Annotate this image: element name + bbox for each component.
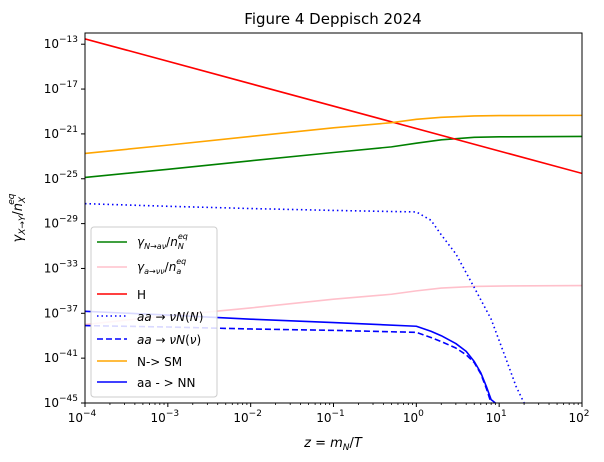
x-tick-label-0: 10−4 <box>68 409 97 425</box>
x-tick-label-2: 10−2 <box>233 409 262 425</box>
series-line-5 <box>85 114 582 155</box>
y-tick-label-4: 10−29 <box>44 215 79 231</box>
y-tick-label-0: 10−13 <box>44 35 78 51</box>
y-tick-label-6: 10−37 <box>44 304 78 320</box>
x-tick-label-4: 100 <box>403 409 424 425</box>
y-tick-label-2: 10−21 <box>44 125 78 141</box>
chart-title: Figure 4 Deppisch 2024 <box>244 10 421 28</box>
legend-label-1: γa→νν/naeq <box>137 257 186 276</box>
legend-label-2: H <box>137 288 146 302</box>
svg-text:aa → νN(N): aa → νN(N) <box>137 310 203 324</box>
legend-label-0: γN→aν/nNeq <box>137 232 188 251</box>
x-tick-label-3: 10−1 <box>316 409 345 425</box>
legend-label-5: N-> SM <box>137 355 182 369</box>
legend-label-6: aa - > NN <box>137 376 196 390</box>
x-axis-ticks: 10−4 10−3 10−2 10−1 100 101 102 <box>68 403 590 425</box>
y-axis-ticks: 10−13 10−17 10−21 10−25 10−29 10−33 10−37 10−41… <box>44 35 85 410</box>
chart-legend: γN→aν/nNeq γa→νν/naeq H aa → νN(N) aa → … <box>90 226 218 398</box>
svg-text:γa→νν/naeq: γa→νν/naeq <box>137 257 186 276</box>
y-tick-label-8: 10−45 <box>44 394 78 410</box>
svg-text:γN→aν/nNeq: γN→aν/nNeq <box>137 232 188 251</box>
x-axis-label: z = mN/T <box>303 436 363 453</box>
series-line-6 <box>85 310 496 403</box>
x-tick-label-1: 10−3 <box>151 409 180 425</box>
y-tick-label-5: 10−33 <box>44 259 78 275</box>
legend-label-3: aa → νN(N) <box>137 310 203 324</box>
series-line-0 <box>85 135 582 179</box>
series-line-2 <box>85 38 582 175</box>
y-tick-label-3: 10−25 <box>44 170 78 186</box>
svg-text:aa → νN(ν): aa → νN(ν) <box>137 333 201 347</box>
y-tick-label-1: 10−17 <box>44 80 78 96</box>
y-tick-label-7: 10−41 <box>44 349 78 365</box>
legend-box <box>90 226 218 398</box>
x-tick-label-6: 102 <box>568 409 589 425</box>
svg-text:γX→Y/nXeq: γX→Y/nXeq <box>7 193 28 242</box>
x-tick-label-5: 101 <box>486 409 507 425</box>
legend-label-4: aa → νN(ν) <box>137 333 201 347</box>
y-axis-label: γX→Y/nXeq <box>7 193 28 242</box>
